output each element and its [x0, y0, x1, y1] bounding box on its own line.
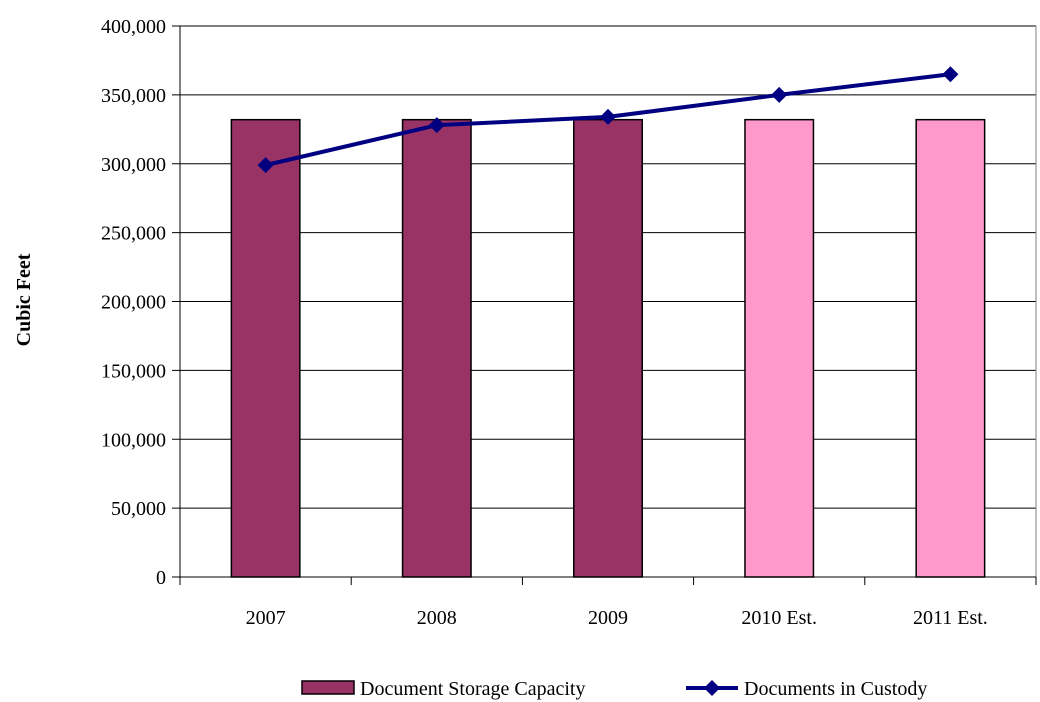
line-series — [257, 66, 959, 174]
axes — [172, 25, 1037, 585]
bar — [230, 118, 301, 578]
x-tick-label: 2011 Est. — [913, 607, 988, 629]
x-tick-label: 2009 — [588, 607, 628, 629]
y-tick-label: 300,000 — [101, 154, 166, 176]
bar — [915, 118, 986, 578]
y-tick-label: 200,000 — [101, 292, 166, 314]
y-tick-label: 400,000 — [101, 16, 166, 38]
y-tick-label: 50,000 — [111, 498, 166, 520]
line-marker — [942, 66, 959, 83]
legend-swatch-marker — [704, 680, 720, 696]
legend: Document Storage Capacity Documents in Cu… — [301, 678, 927, 700]
x-tick-label: 2008 — [417, 607, 457, 629]
bar — [401, 118, 472, 578]
line-marker — [428, 117, 445, 134]
y-tick-label: 150,000 — [101, 360, 166, 382]
line-marker — [771, 86, 788, 103]
y-tick-label: 350,000 — [101, 85, 166, 107]
bars — [230, 118, 986, 578]
y-tick-label: 100,000 — [101, 429, 166, 451]
tick-labels: 0 50,000 100,000 150,000 200,000 250,000 300,0… — [101, 16, 988, 629]
y-tick-label: 250,000 — [101, 223, 166, 245]
bar — [744, 118, 815, 578]
legend-label: Document Storage Capacity — [360, 678, 586, 700]
legend-label: Documents in Custody — [744, 678, 927, 700]
y-axis-label: Cubic Feet — [13, 253, 35, 346]
y-tick-label: 0 — [156, 567, 166, 589]
x-tick-label: 2010 Est. — [741, 607, 817, 629]
legend-swatch-bar — [301, 680, 355, 695]
bar — [573, 118, 643, 578]
line-marker — [600, 108, 616, 125]
line-marker — [257, 157, 274, 174]
x-tick-label: 2007 — [246, 607, 286, 629]
